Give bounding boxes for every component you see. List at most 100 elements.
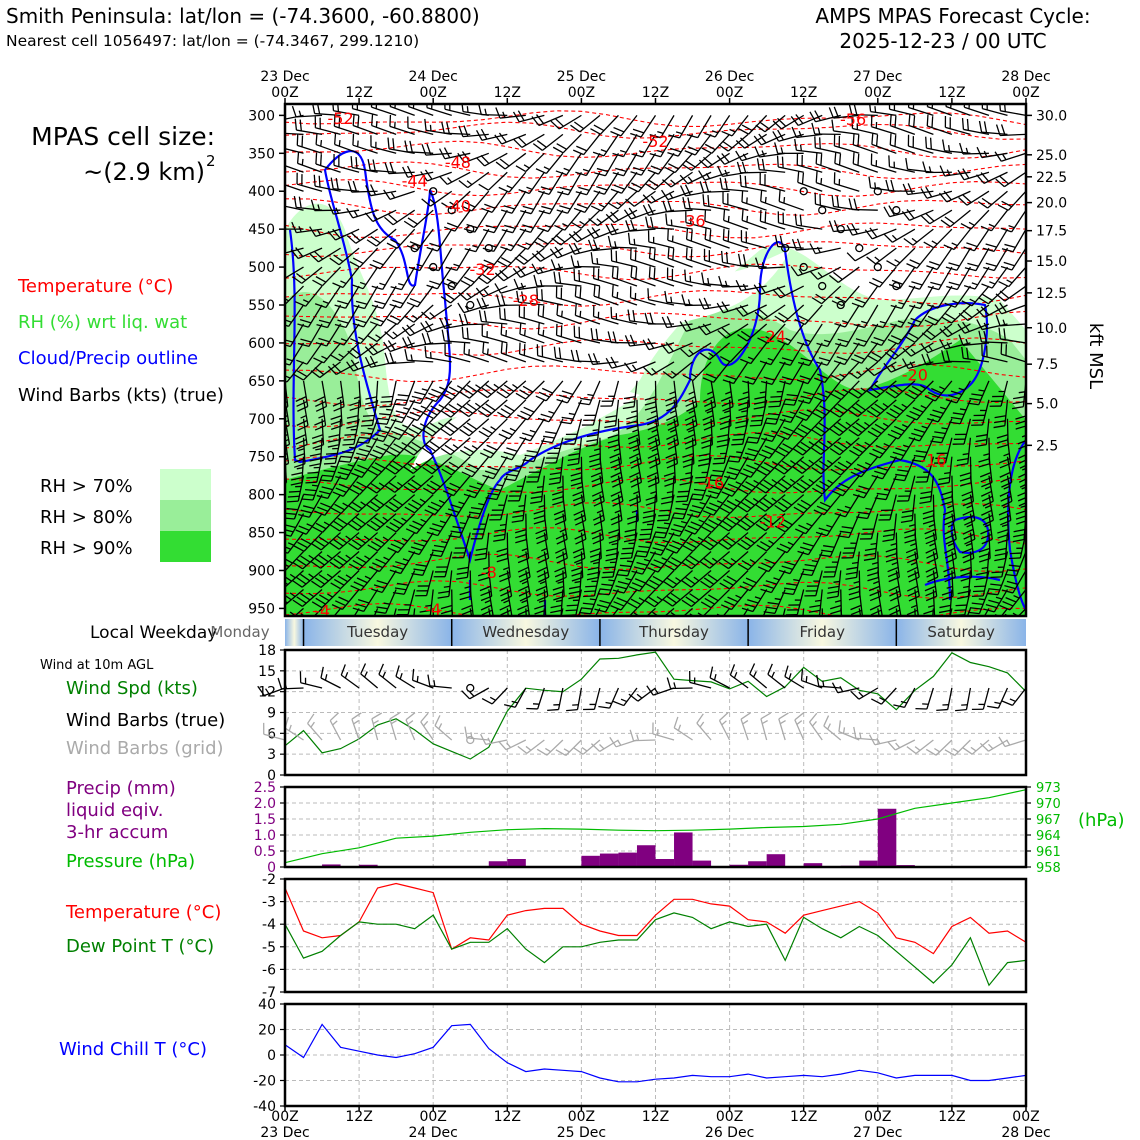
wind-barb-half-feather: [509, 427, 516, 432]
wind-barb-feather: [995, 178, 1005, 188]
grid-wind-barb: [599, 739, 619, 753]
wind-barb-feather: [411, 499, 423, 507]
wind-barb-feather: [890, 304, 902, 310]
wind-barb: [413, 608, 416, 616]
wind-barb: [469, 608, 473, 616]
wind-barb-feather: [631, 582, 643, 588]
wind-barb-feather: [458, 292, 468, 301]
grid-wind-barb-half-feather: [914, 746, 921, 751]
wind-barb-feather: [553, 509, 565, 516]
wind-barb-feather: [963, 104, 966, 108]
wind-barb-half-feather: [438, 499, 445, 504]
grid-wind-barb-feather: [962, 747, 973, 755]
wind-barb-half-feather: [864, 441, 871, 447]
wind-barb: [313, 607, 323, 616]
panel-frame: [283, 785, 1028, 869]
wind-barb-feather: [939, 604, 951, 609]
wind-barb-feather: [967, 262, 979, 267]
wind-barb-half-feather: [459, 521, 466, 525]
wind-barb-half-feather: [882, 422, 889, 428]
surface-wind-barb-half-feather: [839, 685, 844, 692]
wind-barb-feather: [962, 552, 974, 559]
wind-barb-feather: [920, 343, 929, 354]
wind-barb-feather: [913, 428, 926, 433]
wind-barb: [722, 608, 731, 616]
wind-barb-feather: [504, 404, 515, 412]
wind-barb-feather: [710, 486, 722, 491]
grid-wind-barb-half-feather: [842, 727, 846, 734]
wind-barb-feather: [629, 471, 640, 478]
legend-wind: Wind Barbs (kts) (true): [18, 385, 224, 406]
wind-barb-feather: [855, 403, 866, 411]
wind-barb-half-feather: [587, 393, 594, 397]
wind-barb-feather: [458, 313, 464, 325]
wind-barb-half-feather: [960, 618, 966, 619]
wind-barb-half-feather: [785, 337, 792, 342]
wind-barb-feather: [621, 552, 633, 555]
wind-barb: [548, 171, 564, 195]
wind-barb-feather: [300, 509, 312, 514]
wind-barb-feather: [635, 267, 638, 279]
wind-barb-half-feather: [768, 540, 775, 545]
surface-wind-barb-feather: [709, 666, 714, 678]
wind-barb-feather: [285, 443, 290, 448]
wind-barb-feather: [487, 466, 499, 471]
wind-barb-feather: [461, 604, 473, 611]
wind-barb-half-feather: [662, 539, 669, 543]
wind-barb-feather: [833, 444, 844, 453]
wind-barb-half-feather: [873, 580, 880, 585]
wind-barb-feather: [742, 581, 754, 588]
wind-barb-feather: [960, 566, 972, 572]
wind-barb-feather: [925, 595, 937, 602]
wind-barb-half-feather: [420, 518, 427, 523]
wind-barb-feather: [463, 276, 475, 283]
wind-barb-feather: [900, 519, 913, 524]
wind-barb-feather: [311, 601, 323, 609]
wind-barb-half-feather: [398, 282, 405, 286]
wind-barb-half-feather: [574, 580, 581, 584]
wind-barb-feather: [640, 528, 653, 531]
wind-barb-feather: [264, 548, 275, 551]
wind-barb-feather: [330, 177, 334, 189]
wind-barb-half-feather: [562, 223, 569, 227]
wind-barb-feather: [956, 462, 968, 467]
wind-barb-feather: [500, 590, 512, 597]
wind-barb-half-feather: [538, 505, 545, 508]
wind-barb-feather: [976, 174, 985, 184]
wind-barb-half-feather: [1013, 594, 1020, 599]
wind-barb-feather: [568, 595, 580, 600]
bottom-time-date-label: 23 Dec: [260, 1125, 309, 1140]
wind-barb-feather: [1001, 481, 1013, 488]
wind-barb-feather: [836, 356, 848, 361]
wind-barb-half-feather: [981, 566, 988, 570]
wind-barb-feather: [794, 213, 798, 226]
wind-barb-feather: [796, 444, 807, 453]
wind-barb-half-feather: [844, 505, 852, 509]
wind-barb-half-feather: [543, 166, 550, 171]
wind-barb-feather: [604, 420, 617, 424]
wind-barb-feather: [929, 413, 941, 419]
wind-barb: [560, 228, 582, 246]
wind-barb-half-feather: [429, 124, 432, 132]
wind-barb-feather: [682, 374, 694, 382]
wind-barb-feather: [555, 170, 567, 176]
wind-barb-half-feather: [1001, 523, 1009, 527]
wind-barb-feather: [285, 581, 289, 586]
wind-barb-half-feather: [631, 364, 637, 371]
wind-barb-feather: [537, 322, 540, 335]
wind-barb-feather: [744, 498, 756, 506]
wind-barb-feather: [333, 114, 336, 127]
grid-wind-barb-feather: [925, 748, 937, 756]
wind-barb-feather: [927, 286, 940, 291]
wind-barb-feather: [619, 564, 632, 568]
wind-barb-feather: [664, 290, 668, 303]
wind-barb-feather: [940, 219, 951, 228]
wind-barb-feather: [383, 189, 391, 200]
wind-barb-half-feather: [593, 448, 601, 451]
wind-barb-feather: [575, 171, 587, 177]
wind-barb-feather: [296, 443, 308, 450]
wind-barb-half-feather: [910, 348, 916, 355]
wind-barb-half-feather: [386, 408, 393, 411]
wind-barb-feather: [517, 110, 525, 121]
